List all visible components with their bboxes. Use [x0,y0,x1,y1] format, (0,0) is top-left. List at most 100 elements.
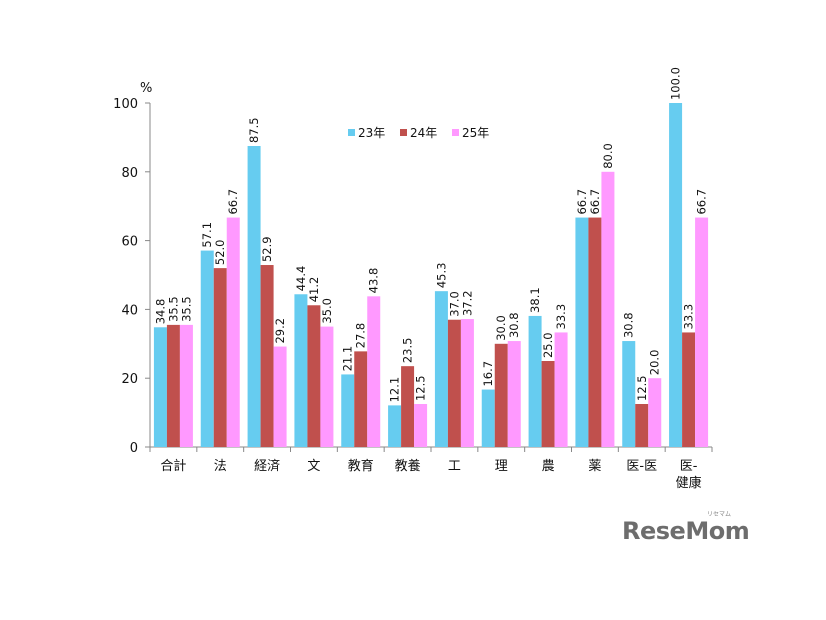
bar [294,294,308,447]
bar [260,265,274,447]
x-category-label: 文 [307,459,320,474]
bar [682,332,696,447]
bar [388,405,402,447]
data-label: 30.8 [507,312,521,338]
data-label: 20.0 [648,350,662,376]
legend-swatch [452,129,459,136]
bar [213,268,227,447]
y-tick-label: 100 [113,97,138,112]
y-tick-label: 40 [121,303,138,318]
x-category-label: 薬 [588,459,601,474]
data-label: 33.3 [682,304,696,330]
x-category-label: 医-医 [626,459,657,474]
data-label: 12.5 [414,375,428,401]
bar [320,326,334,447]
legend-label: 25年 [462,126,489,140]
bar [367,296,381,447]
bar [635,404,649,447]
bar [601,171,615,448]
data-label: 12.5 [635,375,649,401]
data-label: 37.2 [460,290,474,316]
bar [447,319,461,447]
bar [481,389,495,447]
bar [247,146,261,447]
data-label: 100.0 [669,67,683,100]
bar [179,324,193,447]
data-label: 66.7 [588,189,602,215]
logo-text: ReseMom [622,517,750,545]
data-label: 66.7 [695,189,709,215]
data-label: 33.3 [554,304,568,330]
bar [648,378,662,447]
y-tick-label: 20 [121,372,138,387]
data-label: 34.8 [153,299,167,325]
x-category-label: 理 [495,459,508,474]
data-label: 35.5 [179,296,193,322]
bar [575,217,589,447]
data-label: 57.1 [200,222,214,248]
bar [588,217,602,447]
bar [341,374,355,447]
bar [200,250,214,447]
legend-swatch [400,129,407,136]
data-label: 41.2 [307,277,321,303]
data-label: 23.5 [401,338,415,364]
data-label: 80.0 [601,143,615,169]
data-label: 52.9 [260,236,274,262]
data-label: 87.5 [247,117,261,143]
logo-subtext: リセマム [707,511,732,518]
bar [414,404,428,447]
legend-label: 24年 [410,126,437,140]
chart-bars [153,103,709,448]
data-label: 66.7 [575,189,589,215]
data-label: 44.4 [294,266,308,292]
data-label: 21.1 [341,346,355,372]
bar [695,217,709,447]
data-label: 30.0 [494,315,508,341]
data-label: 27.8 [354,323,368,349]
bar [166,324,180,447]
legend-label: 23年 [358,126,385,140]
legend-swatch [348,129,355,136]
x-category-label: 法 [214,459,227,474]
bar [460,319,474,447]
data-label: 45.3 [434,263,448,289]
data-label: 25.0 [541,332,555,358]
bar [494,343,508,447]
chart-data-labels: 34.8 35.5 35.557.152.066.787.552.929.244.4… [153,67,708,402]
chart-legend: 23年 24年 25年 [348,126,489,140]
bar [401,366,415,447]
x-category-label: 農 [542,459,555,474]
data-label: 16.7 [481,361,495,387]
bar [554,332,568,447]
x-category-label: 経済 [254,458,280,474]
resemom-logo: ReseMom リセマム [622,511,750,545]
y-tick-label: 80 [121,166,138,181]
data-label: 12.1 [388,377,402,403]
bar [354,351,368,447]
x-category-label: 健康 [676,475,702,491]
bar [528,315,542,447]
chart-axes: 0 20 40 60 80 100% 合計 法 経済 文 教育 教養 工 理 農 薬 医-医 医-健康 [113,81,713,491]
bar [226,217,240,447]
data-label: 37.0 [447,291,461,317]
bar [434,291,448,447]
data-label: 29.2 [273,318,287,344]
bar [153,327,167,447]
x-category-label: 医- [680,459,698,474]
data-label: 38.1 [528,287,542,313]
data-label: 35.0 [320,298,334,324]
x-category-label: 工 [448,459,461,474]
y-tick-label: 60 [121,235,138,250]
y-unit-label: % [140,81,152,96]
data-label: 52.0 [213,240,227,266]
data-label: 30.8 [622,312,636,338]
y-tick-label: 0 [130,441,138,456]
bar [307,305,321,447]
x-category-label: 教養 [395,458,421,474]
bar [507,341,521,447]
bar [669,103,683,447]
bar [541,361,555,447]
x-category-label: 合計 [160,458,186,474]
